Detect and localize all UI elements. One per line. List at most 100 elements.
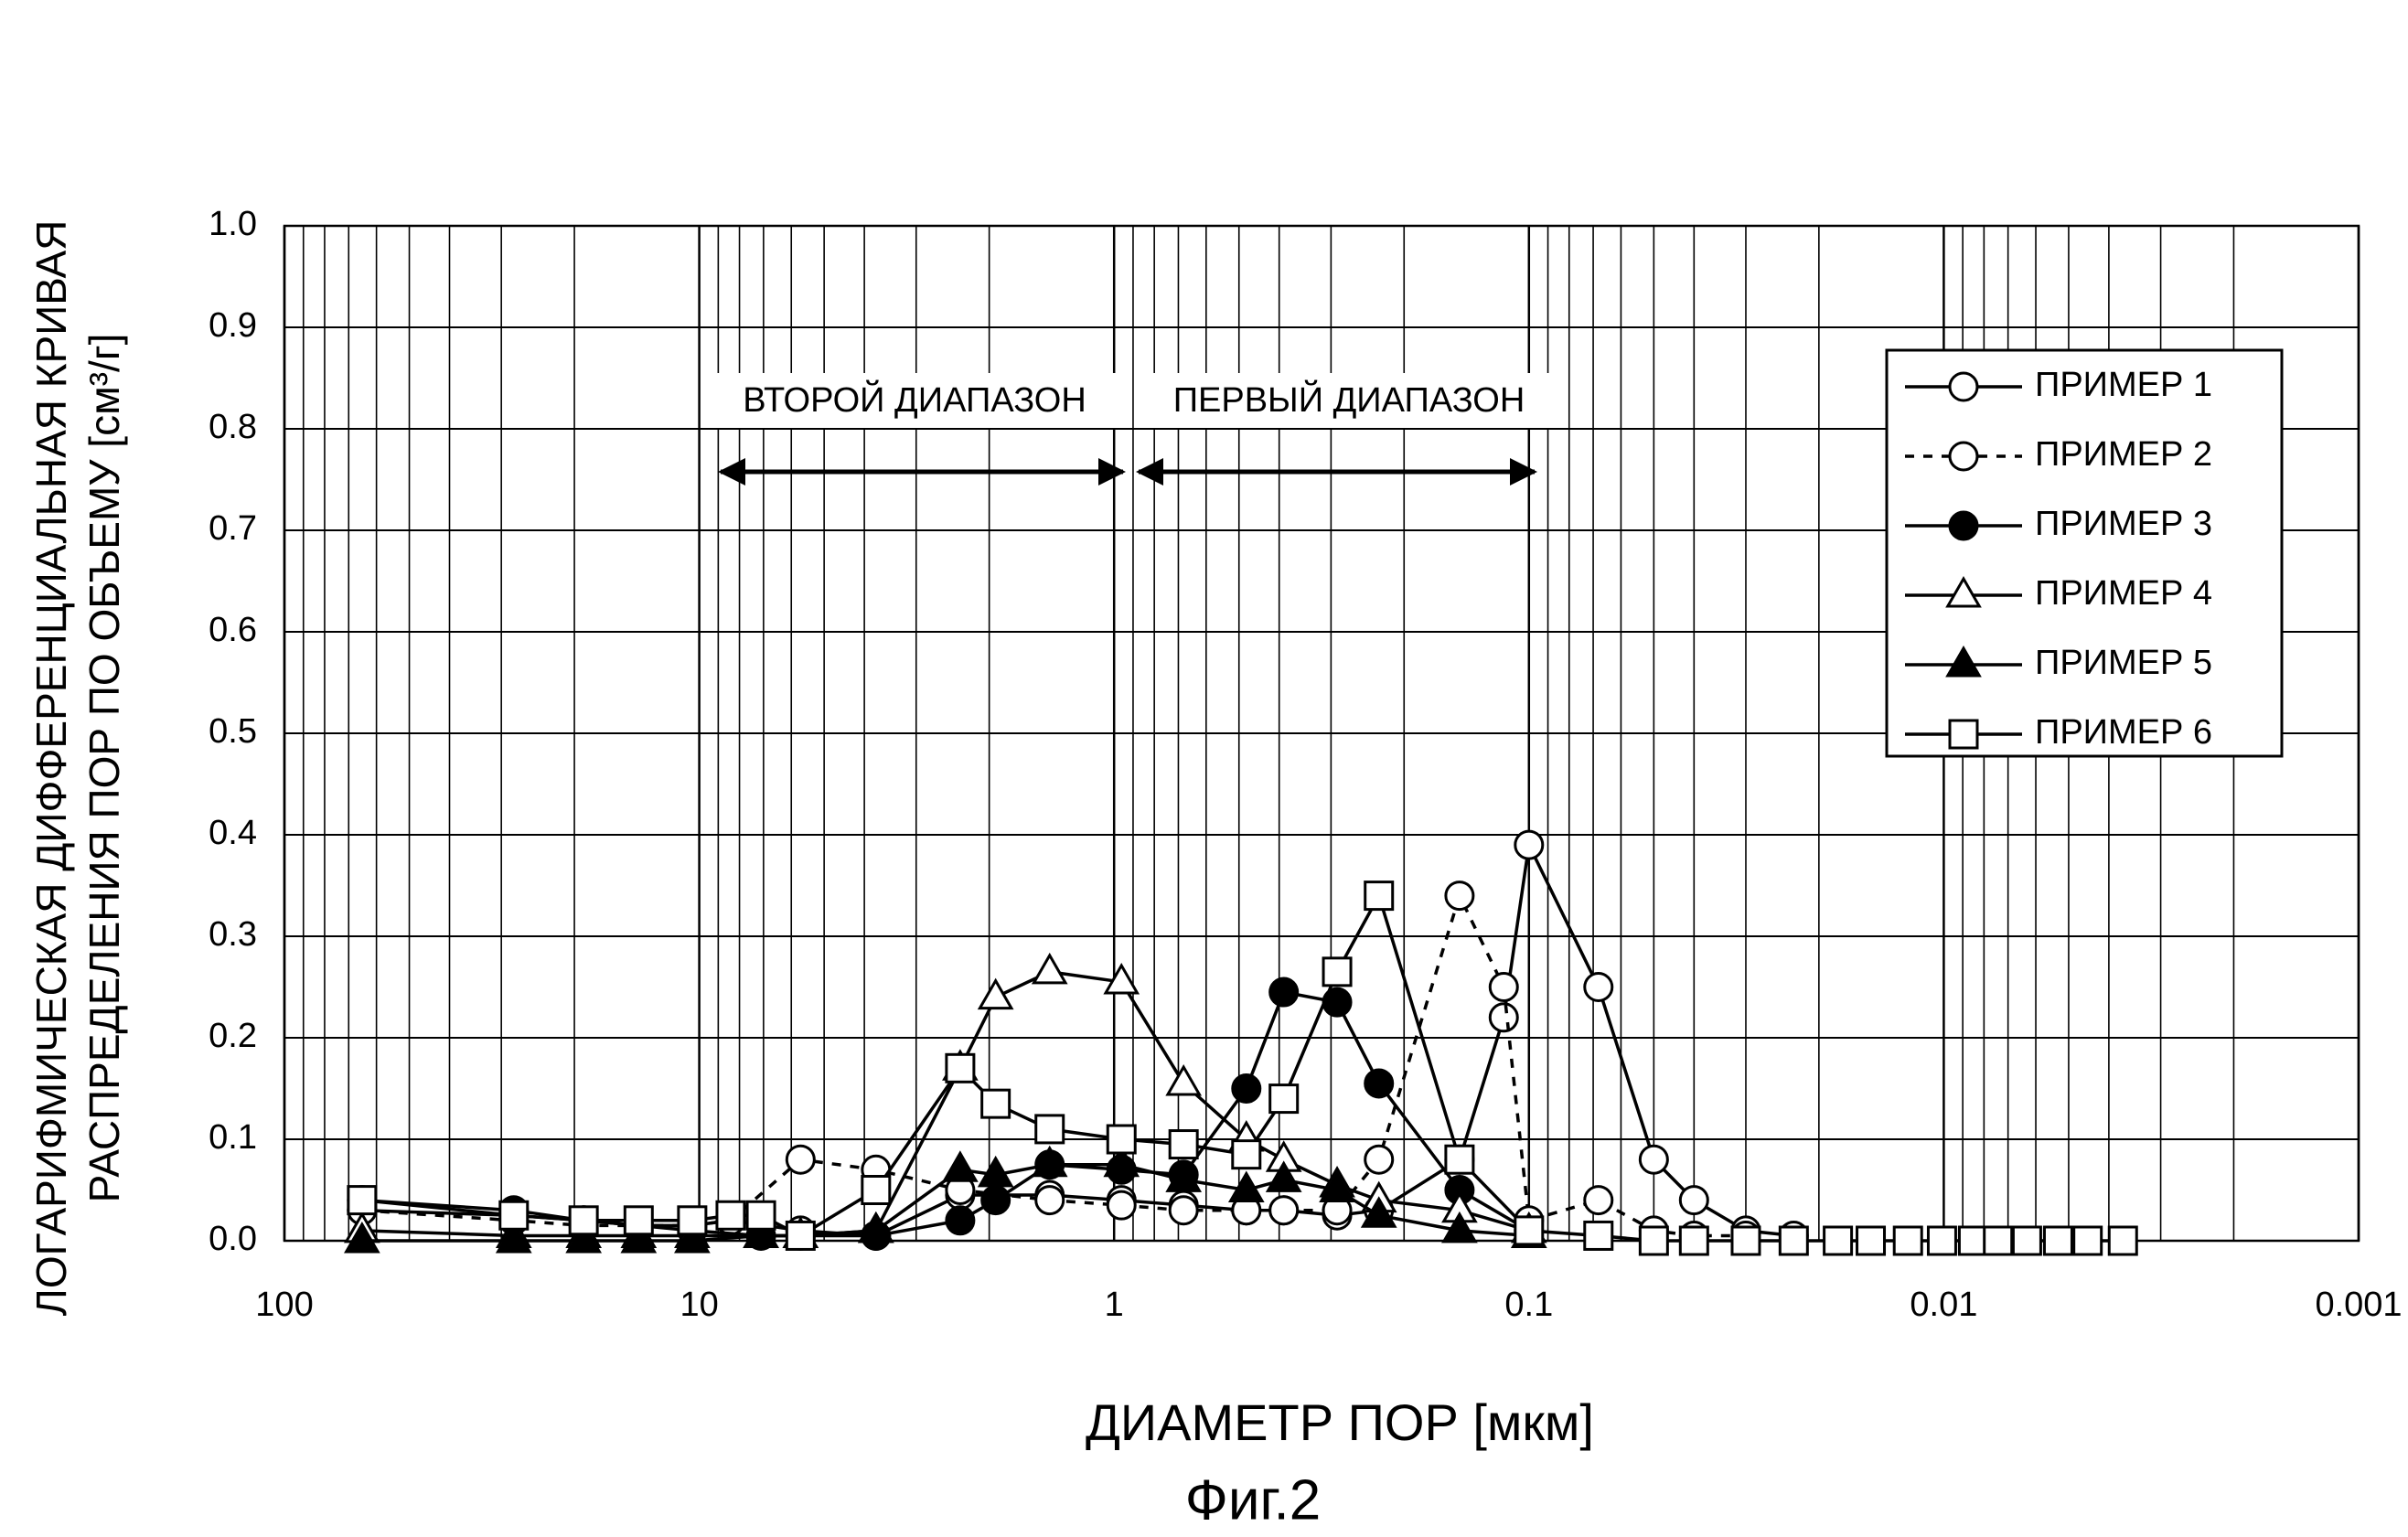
marker — [1823, 1225, 1854, 1256]
annotation-bg — [1139, 373, 1555, 428]
marker — [1444, 881, 1475, 912]
marker — [674, 1221, 711, 1254]
marker — [745, 1200, 776, 1231]
marker — [1583, 1220, 1614, 1251]
marker — [743, 1216, 779, 1248]
marker — [1265, 1160, 1302, 1192]
marker — [977, 1155, 1014, 1188]
marker — [1583, 1185, 1614, 1216]
marker — [1678, 1185, 1709, 1216]
x-tick-label: 1 — [1105, 1286, 1124, 1324]
annotation-bg — [709, 373, 1120, 428]
y-tick-label: 0.7 — [209, 509, 257, 548]
y-tick-label: 0.4 — [209, 814, 257, 852]
marker — [347, 1185, 378, 1216]
marker — [945, 1052, 976, 1083]
marker — [2042, 1225, 2073, 1256]
marker — [785, 1220, 816, 1251]
y-tick-label: 0.9 — [209, 306, 257, 345]
y-axis-title: ЛОГАРИФМИЧЕСКАЯ ДИФФЕРЕНЦИАЛЬНАЯ КРИВАЯ — [27, 220, 75, 1317]
marker — [1031, 952, 1068, 985]
y-tick-label: 0.6 — [209, 611, 257, 649]
marker — [1268, 1195, 1300, 1226]
marker — [1322, 956, 1353, 987]
marker — [715, 1200, 746, 1231]
marker — [1856, 1225, 1887, 1256]
marker — [1441, 1211, 1478, 1243]
marker — [1778, 1225, 1809, 1256]
y-tick-label: 0.0 — [209, 1220, 257, 1258]
marker — [857, 1211, 894, 1243]
marker — [495, 1221, 532, 1254]
marker — [1034, 1114, 1065, 1145]
marker — [945, 1205, 976, 1236]
marker — [1103, 962, 1140, 995]
x-tick-label: 0.01 — [1910, 1286, 1977, 1324]
marker — [1165, 1160, 1203, 1192]
marker — [344, 1221, 380, 1254]
marker — [1583, 972, 1614, 1002]
marker — [1360, 1196, 1397, 1228]
marker — [1514, 829, 1545, 860]
marker — [1948, 371, 1979, 402]
marker — [1892, 1225, 1923, 1256]
marker — [977, 977, 1014, 1010]
legend-label: ПРИМЕР 3 — [2035, 505, 2212, 543]
marker — [1319, 1170, 1355, 1202]
marker — [1948, 510, 1979, 541]
marker — [2107, 1225, 2138, 1256]
annotation: ПЕРВЫЙ ДИАПАЗОН — [1173, 379, 1525, 420]
caption: Фиг.2 — [1185, 1468, 1322, 1532]
marker — [565, 1221, 603, 1254]
marker — [1488, 972, 1519, 1002]
legend-label: ПРИМЕР 4 — [2035, 574, 2212, 613]
marker — [1364, 1144, 1395, 1175]
legend-label: ПРИМЕР 6 — [2035, 713, 2212, 752]
legend-label: ПРИМЕР 2 — [2035, 435, 2212, 474]
plot-border — [283, 224, 2360, 1243]
x-tick-label: 100 — [255, 1286, 313, 1324]
marker — [1444, 1144, 1475, 1175]
legend-label: ПРИМЕР 1 — [2035, 366, 2212, 404]
marker — [1103, 1145, 1140, 1178]
x-axis-title: ДИАМЕТР ПОР [мкм] — [1086, 1393, 1594, 1451]
y-axis-title: РАСПРЕДЕЛЕНИЯ ПОР ПО ОБЪЕМУ [см³/г] — [80, 334, 128, 1203]
marker — [677, 1205, 708, 1236]
marker — [1364, 1068, 1395, 1099]
marker — [1945, 645, 1982, 678]
y-tick-label: 0.5 — [209, 712, 257, 751]
marker — [1364, 881, 1395, 912]
y-tick-label: 1.0 — [209, 205, 257, 243]
marker — [1488, 1002, 1519, 1033]
marker — [2011, 1225, 2042, 1256]
marker — [498, 1200, 530, 1231]
marker — [1514, 1215, 1545, 1246]
y-tick-label: 0.1 — [209, 1118, 257, 1157]
marker — [568, 1205, 599, 1236]
marker — [1983, 1225, 2014, 1256]
marker — [1031, 1145, 1068, 1178]
marker — [785, 1144, 816, 1175]
marker — [1638, 1225, 1669, 1256]
marker — [1926, 1225, 1957, 1256]
legend-box — [1885, 348, 2284, 758]
marker — [1231, 1139, 1262, 1170]
marker — [623, 1205, 654, 1236]
marker — [1957, 1225, 1988, 1256]
marker — [1638, 1144, 1669, 1175]
marker — [1948, 719, 1979, 750]
marker — [1730, 1225, 1761, 1256]
marker — [942, 1150, 979, 1182]
marker — [861, 1175, 892, 1205]
marker — [1168, 1129, 1199, 1160]
marker — [980, 1088, 1011, 1119]
x-tick-label: 10 — [680, 1286, 718, 1324]
marker — [2072, 1225, 2103, 1256]
marker — [620, 1221, 658, 1254]
marker — [1231, 1073, 1262, 1104]
x-tick-label: 0.001 — [2315, 1286, 2402, 1324]
marker — [1165, 1063, 1203, 1096]
legend-label: ПРИМЕР 5 — [2035, 644, 2212, 682]
